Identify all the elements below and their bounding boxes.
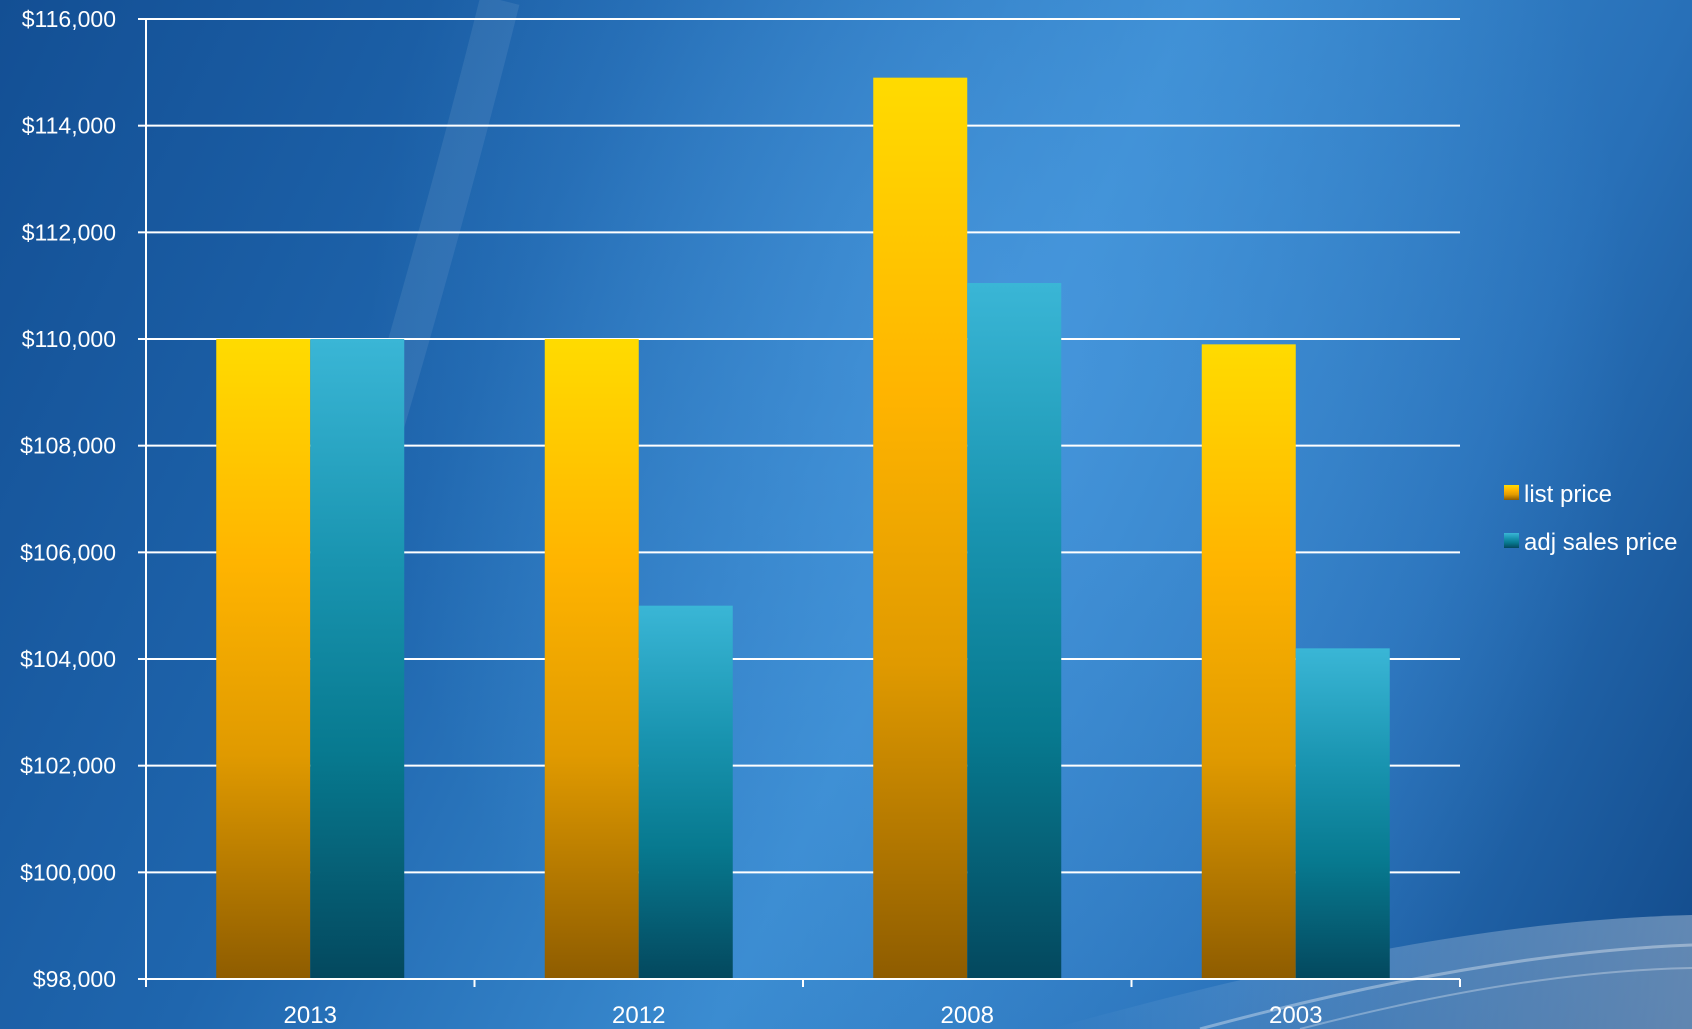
bars (216, 77, 1390, 979)
legend-label: list price (1524, 481, 1612, 508)
x-tick-label: 2013 (284, 1002, 337, 1029)
axes (138, 18, 1461, 987)
y-tick-label: $108,000 (20, 433, 116, 459)
x-axis-tick-labels: 2013 2012 2008 2003 (284, 1002, 1323, 1029)
y-tick-label: $102,000 (20, 753, 116, 779)
bar-list-price-2012 (544, 339, 639, 979)
bar-adj-sales-price-2013 (310, 339, 405, 979)
bar-list-price-2013 (216, 339, 311, 979)
y-tick-label: $114,000 (22, 113, 116, 139)
x-tick-label: 2012 (612, 1002, 665, 1029)
legend: list price adj sales price (1504, 481, 1677, 556)
x-tick-label: 2003 (1269, 1002, 1322, 1029)
bar-adj-sales-price-2012 (638, 605, 733, 979)
y-tick-label: $98,000 (33, 966, 116, 992)
y-tick-label: $116,000 (22, 6, 116, 32)
x-tick-label: 2008 (941, 1002, 994, 1029)
bar-list-price-2003 (1201, 344, 1296, 979)
y-tick-label: $110,000 (22, 326, 116, 352)
bar-adj-sales-price-2003 (1295, 648, 1390, 979)
y-tick-label: $106,000 (20, 539, 116, 565)
bar-list-price-2008 (873, 77, 968, 979)
legend-label: adj sales price (1524, 529, 1677, 556)
legend-swatch (1504, 485, 1519, 500)
y-tick-label: $104,000 (20, 646, 116, 672)
y-tick-label: $112,000 (22, 219, 116, 245)
y-axis-tick-labels: $98,000 $100,000 $102,000 $104,000 $106,000 $… (20, 6, 116, 992)
y-tick-label: $100,000 (20, 859, 116, 885)
legend-swatch (1504, 533, 1519, 548)
bar-adj-sales-price-2008 (967, 283, 1062, 979)
